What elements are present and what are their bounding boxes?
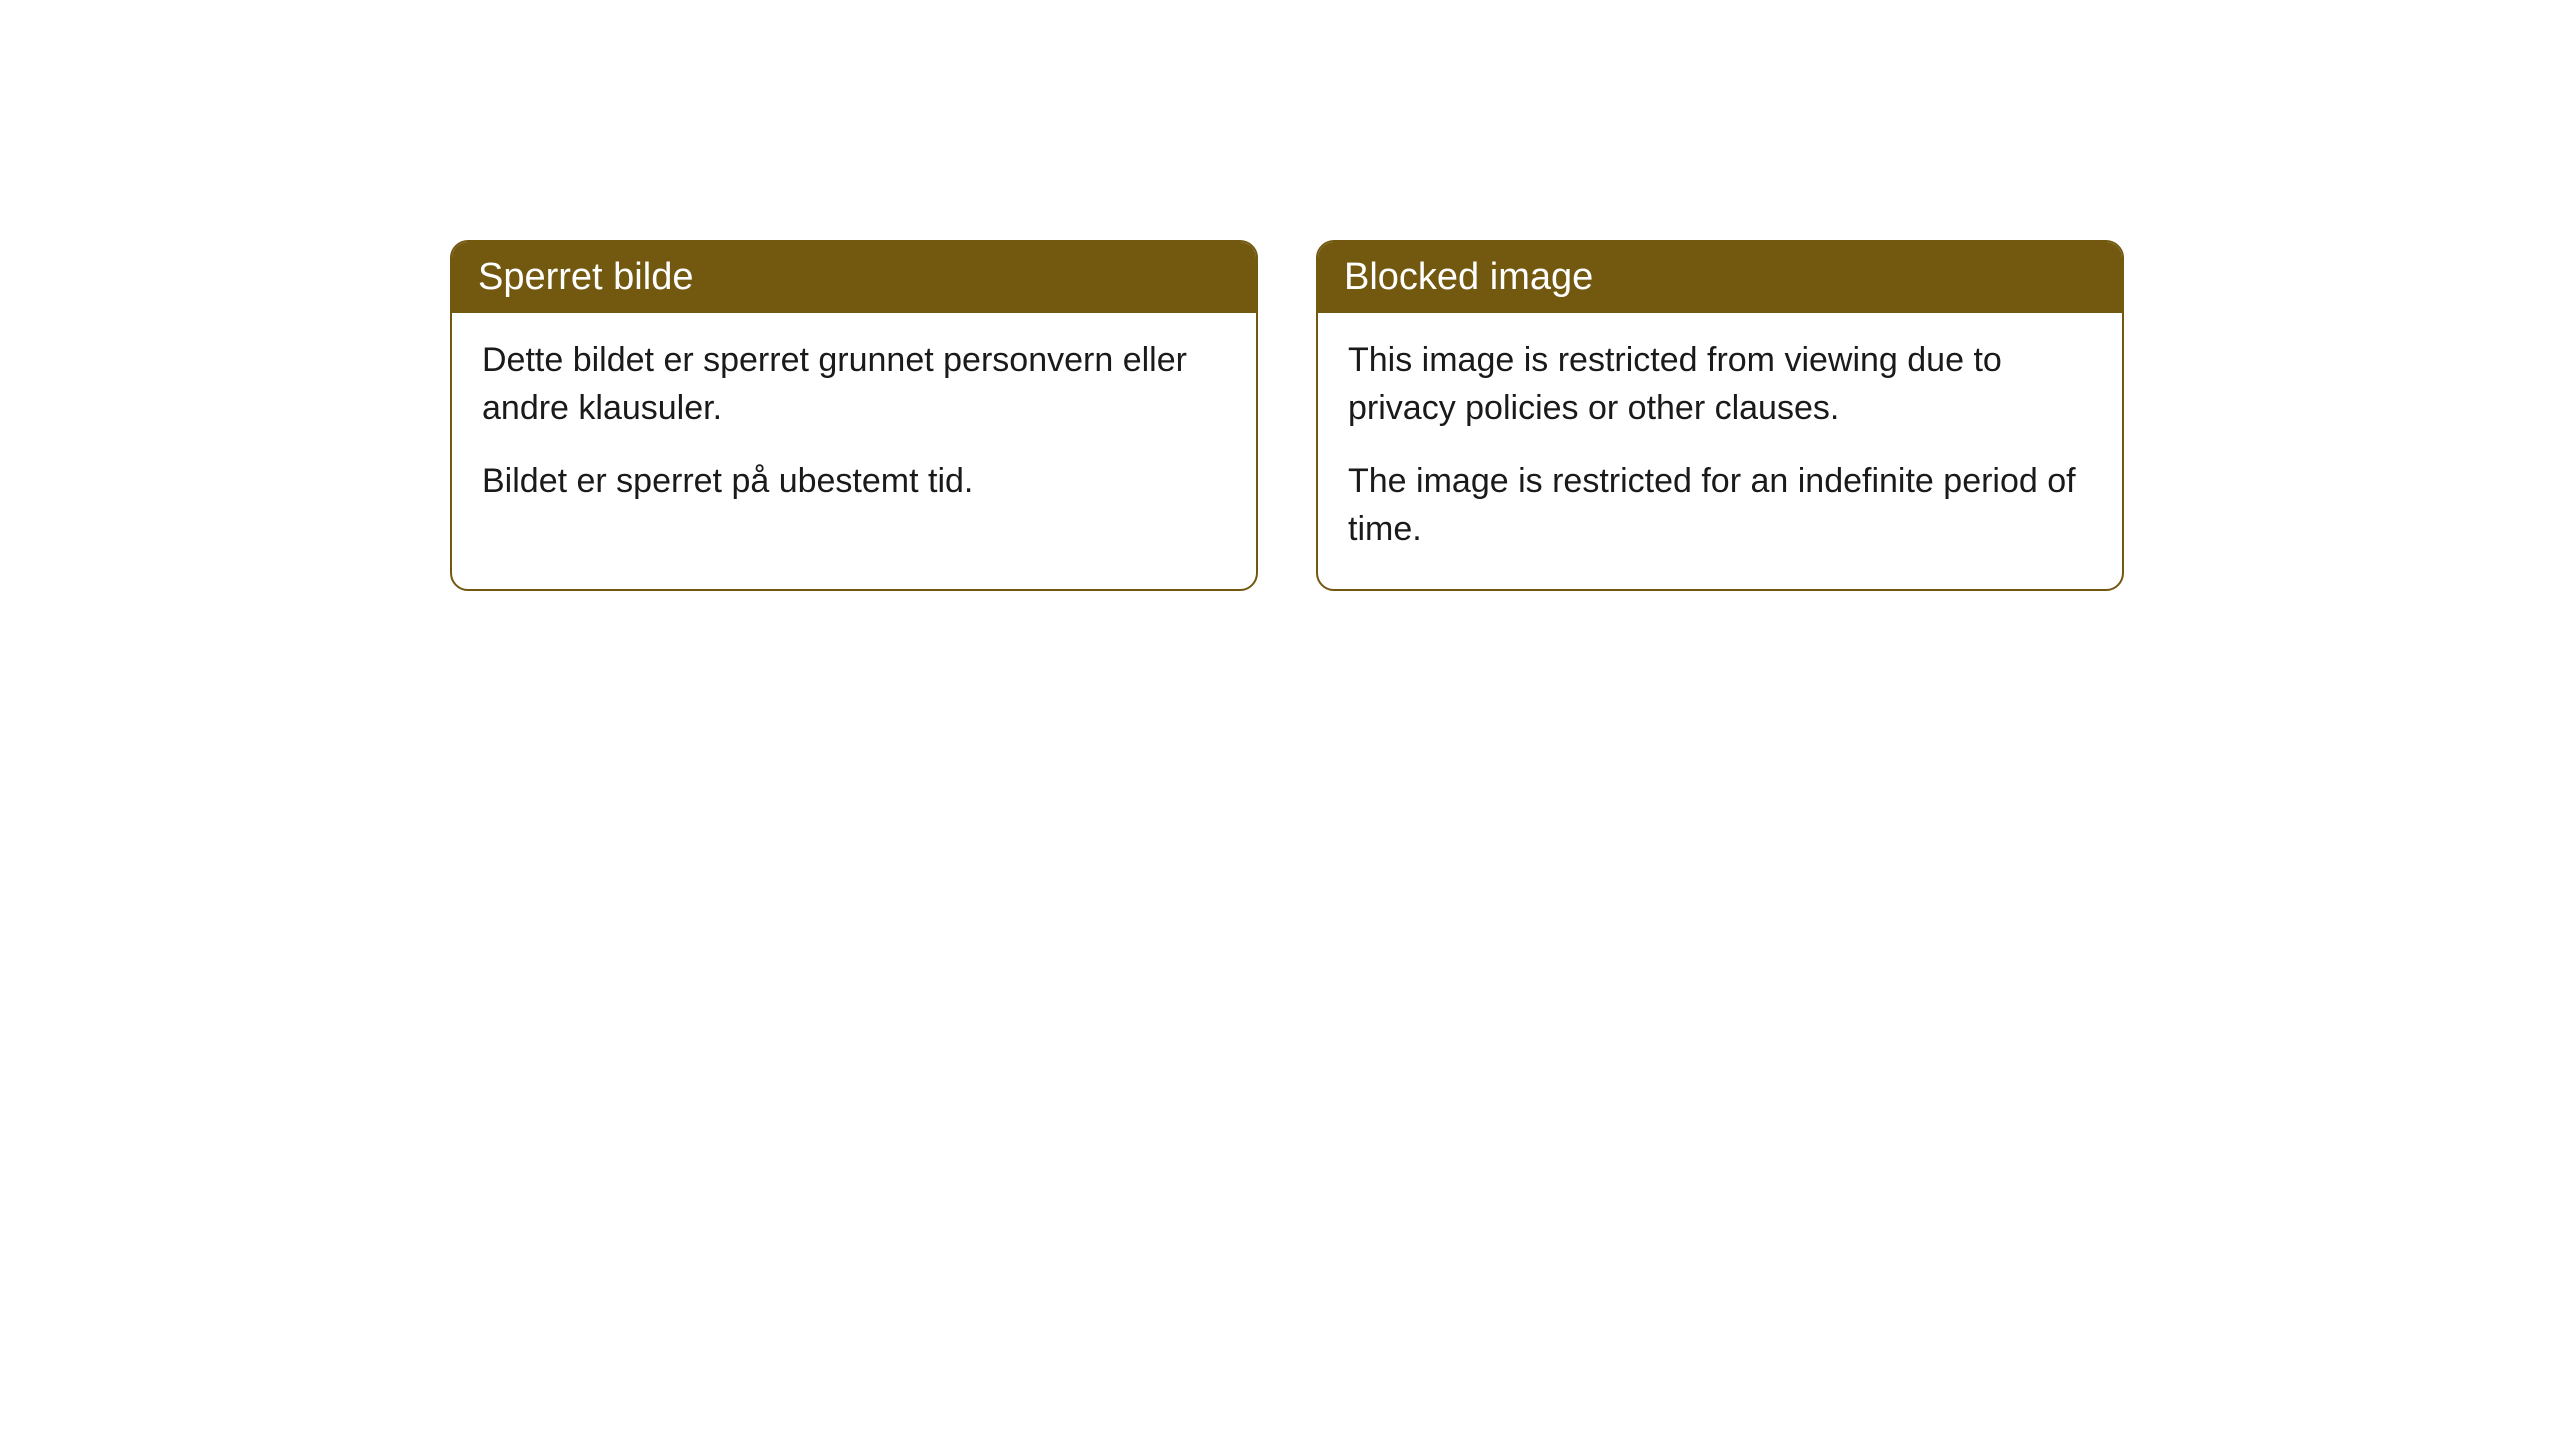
notice-cards-container: Sperret bilde Dette bildet er sperret gr… [450,240,2124,591]
card-title: Blocked image [1344,256,1593,298]
card-paragraph: Dette bildet er sperret grunnet personve… [482,337,1226,432]
card-header: Blocked image [1318,242,2122,313]
notice-card-english: Blocked image This image is restricted f… [1316,240,2124,591]
notice-card-norwegian: Sperret bilde Dette bildet er sperret gr… [450,240,1258,591]
card-paragraph: Bildet er sperret på ubestemt tid. [482,458,1226,506]
card-body: Dette bildet er sperret grunnet personve… [452,313,1256,542]
card-body: This image is restricted from viewing du… [1318,313,2122,589]
card-header: Sperret bilde [452,242,1256,313]
card-paragraph: The image is restricted for an indefinit… [1348,458,2092,553]
card-title: Sperret bilde [478,256,693,298]
card-paragraph: This image is restricted from viewing du… [1348,337,2092,432]
